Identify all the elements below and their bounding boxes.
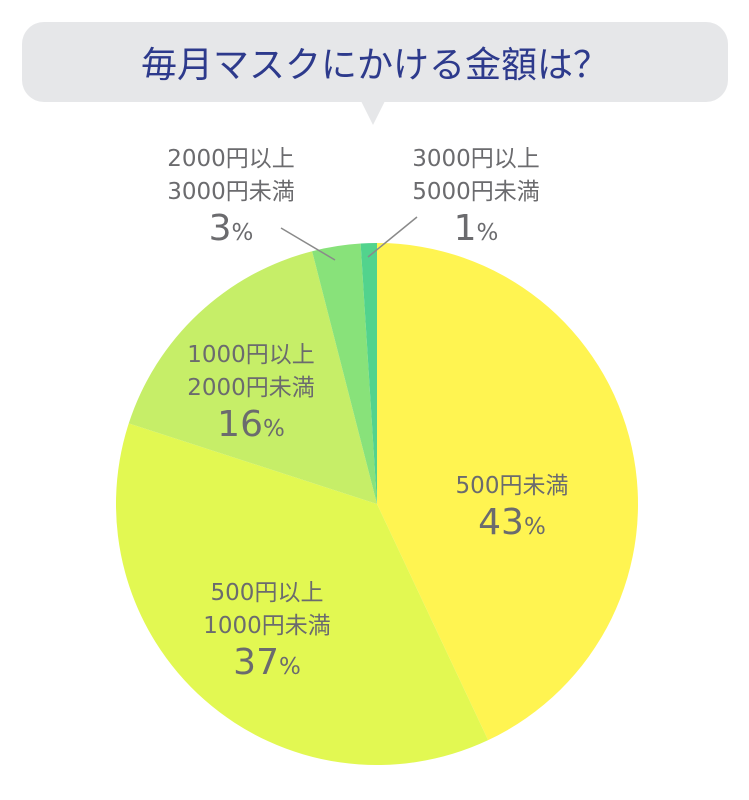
slice-label-line: 500円以上 (210, 580, 324, 606)
pie-slice-2 (128, 251, 377, 504)
slice-label-line: 5000円未満 (412, 179, 540, 205)
slice-percent-number: 16 (217, 404, 263, 445)
slice-label-line: 1000円以上 (187, 342, 315, 368)
slice-percent: 37% (203, 643, 331, 689)
pie-slice-0 (377, 243, 639, 741)
slice-label-500-1000: 500円以上 1000円未満 37% (203, 577, 331, 689)
slice-percent: 16% (187, 405, 315, 451)
bubble-tail (361, 101, 385, 125)
leader-line-3000-3000 (280, 227, 336, 261)
slice-percent-sign: % (278, 654, 301, 680)
slice-label-line: 1000円未満 (203, 613, 331, 639)
slice-label-line: 3000円以上 (412, 146, 540, 172)
pie-slice-3 (312, 243, 377, 504)
slice-percent-number: 43 (478, 502, 524, 543)
pie-slice-4 (360, 243, 377, 504)
slice-percent-number: 37 (233, 642, 279, 683)
slice-percent-sign: % (523, 514, 546, 540)
slice-label-line: 3000円未満 (167, 179, 295, 205)
slice-percent-sign: % (231, 220, 254, 246)
slice-percent-sign: % (476, 220, 499, 246)
leader-line-3000-5000 (367, 216, 418, 258)
slice-percent-sign: % (262, 416, 285, 442)
slice-label-3000-5000: 3000円以上 5000円未満 1% (412, 143, 540, 255)
pie-slice-1 (115, 423, 489, 766)
slice-label-line: 2000円未満 (187, 375, 315, 401)
slice-percent-number: 1 (453, 208, 477, 249)
chart-title: 毎月マスクにかける金額は？ (140, 45, 609, 86)
slice-percent: 43% (456, 503, 569, 549)
slice-percent-number: 3 (208, 208, 232, 249)
slice-label-line: 2000円以上 (167, 146, 295, 172)
slice-label-line: 500円未満 (455, 473, 569, 499)
slice-label-under-500: 500円未満 43% (456, 470, 569, 549)
slice-label-2000-3000: 2000円以上 3000円未満 3% (167, 143, 295, 255)
slice-percent: 3% (167, 209, 295, 255)
pie-slices (115, 243, 639, 766)
slice-label-1000-2000: 1000円以上 2000円未満 16% (187, 339, 315, 451)
title-bubble: 毎月マスクにかける金額は？ (22, 22, 728, 102)
slice-percent: 1% (412, 209, 540, 255)
